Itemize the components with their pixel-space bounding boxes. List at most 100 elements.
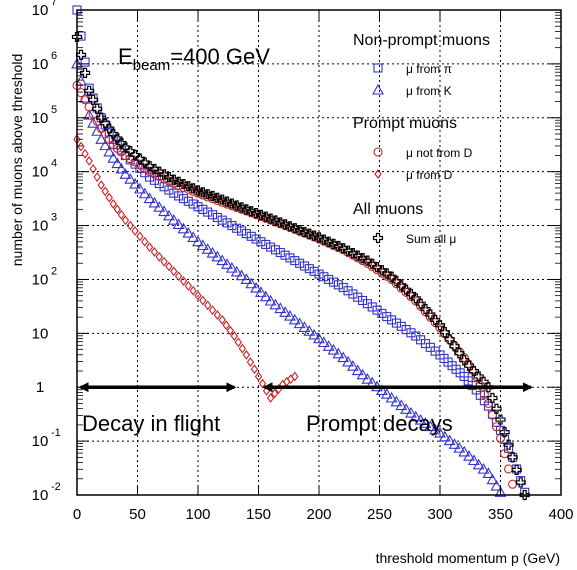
data-point [313, 232, 325, 243]
data-point [187, 231, 200, 242]
data-point [508, 452, 518, 462]
data-point [487, 392, 498, 404]
data-point [405, 288, 417, 300]
data-point [235, 269, 248, 281]
data-point [226, 325, 234, 336]
data-point [453, 441, 466, 453]
data-point [504, 464, 514, 474]
data-point [429, 423, 442, 435]
data-point [79, 67, 91, 78]
data-point [203, 300, 212, 311]
data-point [472, 458, 485, 470]
data-point [92, 103, 103, 114]
data-point [230, 265, 243, 277]
data-point [419, 417, 432, 428]
data-point [519, 489, 530, 501]
data-point [405, 406, 417, 418]
data-point [467, 454, 480, 466]
data-point [216, 254, 229, 266]
data-point [283, 376, 291, 387]
data-point [288, 313, 301, 325]
x-tick-label: 300 [427, 506, 452, 523]
data-point [520, 487, 530, 497]
data-point [193, 202, 203, 212]
data-point [222, 320, 230, 331]
legend-marker [373, 147, 383, 157]
data-point [396, 321, 406, 331]
data-point [96, 112, 107, 123]
data-point [201, 243, 214, 254]
data-point [148, 196, 161, 208]
data-point [495, 414, 506, 425]
data-point [333, 280, 343, 290]
legend-group-title: Prompt muons [353, 115, 457, 132]
data-point [246, 357, 255, 367]
data-point [382, 312, 392, 322]
data-point [221, 258, 233, 269]
data-point [256, 237, 266, 247]
data-point [196, 239, 209, 251]
data-point [487, 410, 497, 420]
data-point [332, 347, 345, 359]
data-point [124, 173, 137, 184]
x-tick-label: 0 [73, 506, 81, 523]
data-point [353, 292, 363, 302]
data-point [108, 128, 119, 140]
data-point [222, 218, 232, 228]
data-point [395, 399, 408, 411]
data-point [351, 364, 364, 376]
data-point [499, 427, 510, 438]
data-point [270, 245, 280, 255]
data-point [154, 178, 164, 189]
data-point [212, 192, 223, 203]
data-point [225, 261, 238, 273]
y-tick-label: 10 [32, 56, 49, 73]
data-point [443, 434, 456, 446]
data-point [477, 463, 490, 474]
data-point [261, 239, 271, 249]
data-point [372, 305, 382, 315]
data-point [333, 240, 344, 252]
data-point [158, 205, 171, 217]
data-point [245, 277, 258, 289]
data-point [250, 364, 259, 375]
data-point [448, 438, 461, 449]
data-point [160, 256, 168, 267]
data-point [400, 403, 413, 414]
y-tick-label: 1 [36, 379, 44, 396]
legend-label: μ not from D [406, 146, 473, 160]
data-point [83, 108, 96, 120]
data-point [486, 473, 499, 485]
data-point [291, 371, 299, 382]
data-point [143, 192, 156, 204]
data-point [236, 202, 247, 213]
data-point [80, 57, 90, 67]
data-point [111, 157, 124, 169]
data-point [348, 289, 358, 299]
data-point [103, 145, 116, 157]
data-point [358, 295, 368, 306]
legend-label: μ from π [406, 62, 452, 76]
data-point [425, 309, 436, 320]
data-point [172, 218, 185, 230]
data-point [259, 290, 272, 302]
data-point [449, 341, 460, 352]
data-point [285, 253, 295, 263]
data-point [342, 355, 354, 367]
data-point [125, 146, 136, 157]
data-point [409, 410, 422, 422]
data-point [136, 231, 144, 242]
data-point [183, 181, 194, 192]
data-point [260, 211, 271, 222]
data-point [188, 183, 199, 194]
data-point [463, 360, 475, 371]
y-tick-label: 10 [32, 2, 49, 19]
data-point [145, 242, 154, 253]
data-point [319, 272, 329, 282]
data-point [227, 221, 237, 231]
data-point [401, 325, 411, 335]
data-point [246, 231, 256, 241]
data-point [279, 306, 292, 317]
